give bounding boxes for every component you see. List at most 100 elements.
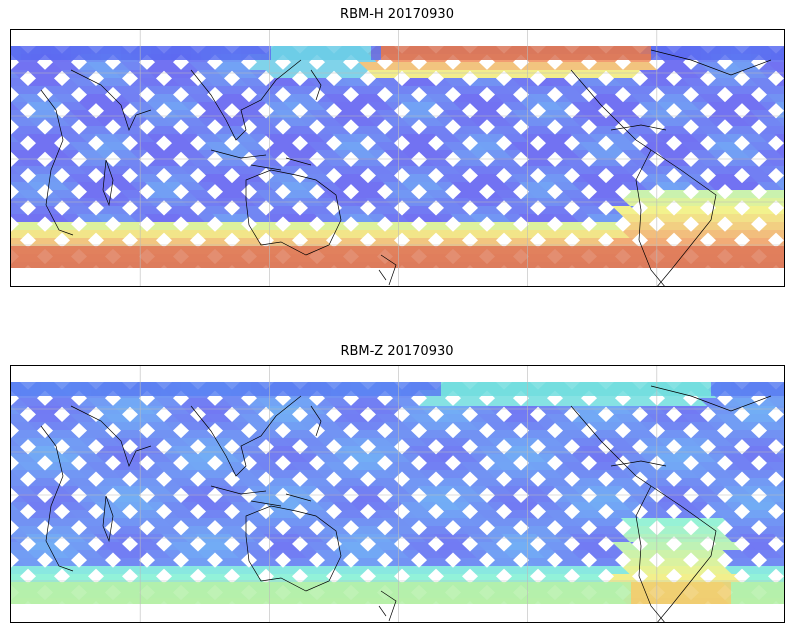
swath-segment <box>356 222 384 230</box>
swath-segment <box>511 78 538 86</box>
swath-segment <box>622 422 649 430</box>
swath-segment <box>443 78 470 86</box>
swath-segment <box>187 494 214 502</box>
north-band-cell <box>61 46 71 60</box>
swath-segment <box>400 470 427 478</box>
swath-segment <box>255 158 282 166</box>
south-band-cell <box>681 246 691 268</box>
swath-segment <box>214 86 241 94</box>
swath-segment <box>469 70 496 78</box>
swath-segment <box>263 230 290 238</box>
swath-segment <box>323 158 350 166</box>
swath-segment <box>61 70 88 78</box>
swath-segment <box>757 486 784 494</box>
south-band-cell <box>31 582 41 604</box>
north-band-cell <box>241 382 251 396</box>
swath-segment <box>774 166 784 174</box>
swath-segment <box>51 494 78 502</box>
swath-segment <box>280 182 308 190</box>
north-band-cell <box>371 382 381 396</box>
swath-segment <box>349 486 376 494</box>
south-band-cell <box>41 246 51 268</box>
swath-segment <box>706 166 733 174</box>
swath-segment <box>11 182 36 190</box>
swath-segment <box>628 222 656 230</box>
north-band-cell <box>471 382 481 396</box>
swath-segment <box>697 158 724 166</box>
swath-segment <box>11 550 35 558</box>
swath-segment <box>527 494 554 502</box>
swath-segment <box>442 206 469 214</box>
swath-segment <box>281 486 308 494</box>
swath-segment <box>426 62 454 70</box>
swath-segment <box>11 238 26 246</box>
south-band-cell <box>551 246 561 268</box>
swath-segment <box>374 510 401 518</box>
swath-segment <box>212 182 240 190</box>
swath-segment <box>476 142 504 150</box>
swath-segment <box>383 118 410 126</box>
swath-segment <box>366 470 393 478</box>
swath-segment <box>188 94 215 102</box>
swath-segment <box>128 134 155 142</box>
swath-segment <box>594 222 622 230</box>
swath-segment <box>95 406 122 414</box>
swath-segment <box>724 422 751 430</box>
swath-segment <box>407 238 434 246</box>
swath-segment <box>43 150 70 158</box>
swath-segment <box>273 414 300 422</box>
north-band-cell <box>191 382 201 396</box>
swath-segment <box>588 86 615 94</box>
swath-segment <box>511 414 538 422</box>
north-band-cell <box>741 46 751 60</box>
swath-segment <box>579 78 606 86</box>
swath-segment <box>11 535 18 542</box>
north-band-cell <box>651 46 661 60</box>
swath-segment <box>664 430 691 438</box>
swath-segment <box>282 422 309 430</box>
coastlines <box>40 49 772 286</box>
north-band-cell <box>381 46 391 60</box>
swath-segment <box>561 526 588 534</box>
north-band-cell <box>611 46 621 60</box>
swath-segment <box>11 478 28 486</box>
north-band-cell <box>731 382 741 396</box>
swath-segment <box>425 190 452 198</box>
south-band-cell <box>181 582 191 604</box>
swath-segment <box>604 166 631 174</box>
south-band-cell <box>581 246 591 268</box>
swath-segment <box>298 438 326 446</box>
swath-segment <box>680 510 707 518</box>
south-band-cell <box>621 582 631 604</box>
swath-segment <box>144 550 171 558</box>
swath-segment <box>128 102 156 110</box>
swath-segment <box>118 222 146 230</box>
south-band-cell <box>91 246 101 268</box>
swath-segment <box>611 238 638 246</box>
swath-segment <box>476 510 503 518</box>
north-band-cell <box>571 382 581 396</box>
swath-segment <box>264 438 292 446</box>
swath-segment <box>137 414 164 422</box>
north-band-cell <box>761 382 771 396</box>
swath-segment <box>246 518 274 526</box>
north-band-cell <box>621 46 631 60</box>
swath-segment <box>384 86 411 94</box>
swath-segment <box>689 118 716 126</box>
swath-segment <box>654 182 682 190</box>
swath-segment <box>128 502 155 510</box>
swath-segment <box>256 398 284 406</box>
swath-segment <box>467 230 494 238</box>
swath-segment <box>212 518 240 526</box>
swath-segment <box>256 62 284 70</box>
swath-segment <box>11 574 26 582</box>
swath-segment <box>110 182 138 190</box>
swath-segment <box>713 574 740 582</box>
swath-segment <box>416 550 443 558</box>
swath-segment <box>382 550 409 558</box>
south-band-cell <box>501 582 511 604</box>
swath-segment <box>383 486 410 494</box>
swath-segment <box>306 142 334 150</box>
swath-segment <box>639 406 666 414</box>
swath-segment <box>536 102 564 110</box>
